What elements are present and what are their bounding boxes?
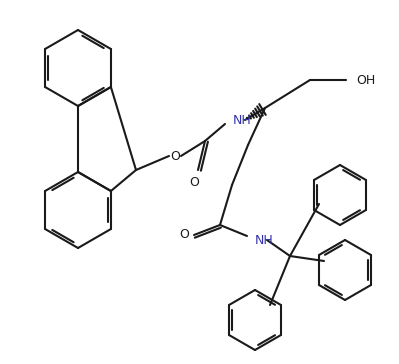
Text: O: O bbox=[189, 175, 199, 189]
Text: O: O bbox=[170, 150, 180, 162]
Text: O: O bbox=[179, 229, 189, 241]
Text: NH: NH bbox=[233, 114, 252, 127]
Text: OH: OH bbox=[356, 74, 375, 87]
Text: NH: NH bbox=[255, 233, 274, 246]
